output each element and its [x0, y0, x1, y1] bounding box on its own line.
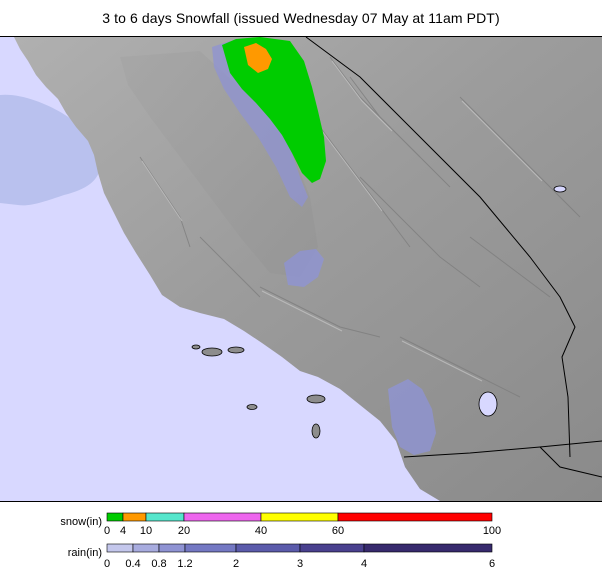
- salton-sea: [478, 391, 498, 417]
- map-title: 3 to 6 days Snowfall (issued Wednesday 0…: [102, 10, 500, 26]
- snowfall-map: [0, 36, 602, 502]
- rain-legend-label: rain(in): [68, 547, 102, 559]
- rain-bin-1.2-2: [184, 543, 237, 553]
- snow-colorbar: [106, 512, 493, 522]
- rain-tick-0: 0: [104, 558, 110, 570]
- snow-bin-0-4: [106, 512, 124, 522]
- rain-bin-3-4: [299, 543, 365, 553]
- channel-islands: [191, 344, 326, 439]
- terrain-ridges: [139, 56, 581, 398]
- snow-tick-20: 20: [178, 525, 190, 537]
- snow-bin-20-40: [183, 512, 262, 522]
- rain-tick-3: 3: [297, 558, 303, 570]
- rain-tick-1.2: 1.2: [177, 558, 192, 570]
- rain-tick-2: 2: [233, 558, 239, 570]
- rain-tick-0.8: 0.8: [151, 558, 166, 570]
- snow-bin-4-10: [122, 512, 147, 522]
- rain-tick-4: 4: [361, 558, 367, 570]
- state-border: [305, 37, 576, 458]
- snow-bin-10-20: [145, 512, 185, 522]
- map-legend: snow(in) 0 4 10 20 40 60 100 rain(in): [0, 503, 602, 571]
- rain-bin-0.8-1.2: [158, 543, 186, 553]
- snow-bin-40-60: [260, 512, 339, 522]
- snow-tick-10: 10: [140, 525, 152, 537]
- rain-area-sierra: [212, 41, 308, 207]
- rain-area-san-diego: [388, 379, 436, 455]
- rain-bin-0-0.4: [106, 543, 134, 553]
- country-border: [403, 440, 602, 458]
- snow-legend-label: snow(in): [60, 516, 102, 528]
- snow-tick-100: 100: [483, 525, 501, 537]
- small-lake: [553, 185, 567, 193]
- terrain-highlights: [141, 60, 543, 382]
- central-valley: [120, 51, 318, 277]
- rain-colorbar: [106, 543, 493, 553]
- snow-tick-4: 4: [120, 525, 126, 537]
- rain-tick-0.4: 0.4: [125, 558, 140, 570]
- rain-tick-6: 6: [489, 558, 495, 570]
- rain-area-tehachapi: [284, 249, 324, 287]
- snow-area-green: [222, 37, 326, 183]
- rain-bin-4-6: [363, 543, 493, 553]
- rain-bin-0.4-0.8: [132, 543, 160, 553]
- snow-tick-40: 40: [255, 525, 267, 537]
- snow-tick-60: 60: [332, 525, 344, 537]
- snow-tick-0: 0: [104, 525, 110, 537]
- snow-area-orange: [244, 43, 272, 73]
- snow-bin-60-100: [337, 512, 493, 522]
- az-border: [539, 446, 602, 478]
- rain-bin-2-3: [235, 543, 301, 553]
